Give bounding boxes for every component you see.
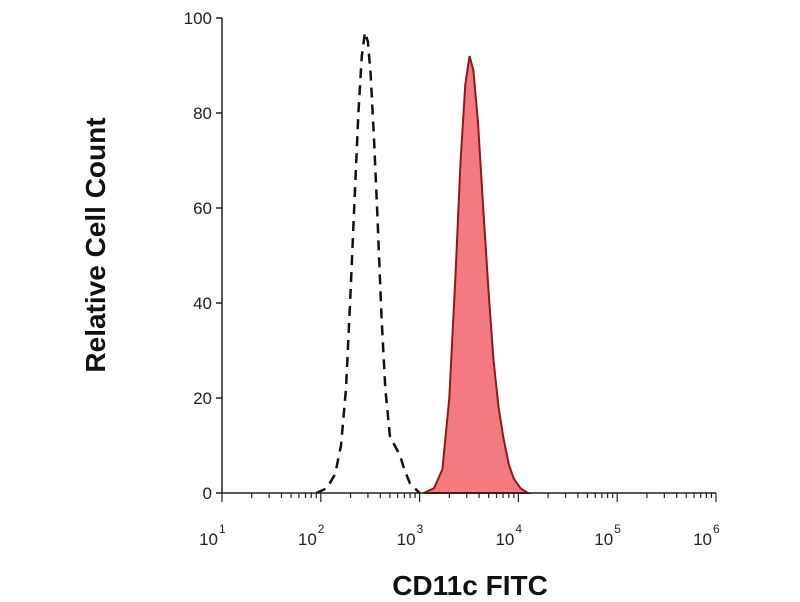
x-tick-label: 10 bbox=[693, 530, 712, 549]
x-tick-label: 10 bbox=[298, 530, 317, 549]
y-tick-label: 80 bbox=[193, 104, 212, 123]
series-1-filled-histogram bbox=[423, 55, 532, 494]
y-tick-label: 100 bbox=[184, 9, 212, 28]
x-tick-exponent: 6 bbox=[713, 522, 720, 536]
y-axis-label: Relative Cell Count bbox=[80, 117, 111, 373]
y-tick-label: 60 bbox=[193, 199, 212, 218]
x-tick-exponent: 3 bbox=[417, 522, 424, 536]
x-tick-exponent: 1 bbox=[219, 522, 226, 536]
x-tick-label: 10 bbox=[397, 530, 416, 549]
series-0-dashed-histogram bbox=[315, 31, 421, 495]
y-tick-label: 20 bbox=[193, 389, 212, 408]
x-tick-label: 10 bbox=[199, 530, 218, 549]
x-tick-exponent: 5 bbox=[614, 522, 621, 536]
x-tick-label: 10 bbox=[495, 530, 514, 549]
x-tick-label: 10 bbox=[594, 530, 613, 549]
x-tick-exponent: 4 bbox=[515, 522, 522, 536]
y-tick-label: 40 bbox=[193, 294, 212, 313]
x-axis-label: CD11c FITC bbox=[392, 570, 548, 601]
y-tick-label: 0 bbox=[203, 484, 212, 503]
x-tick-exponent: 2 bbox=[318, 522, 325, 536]
